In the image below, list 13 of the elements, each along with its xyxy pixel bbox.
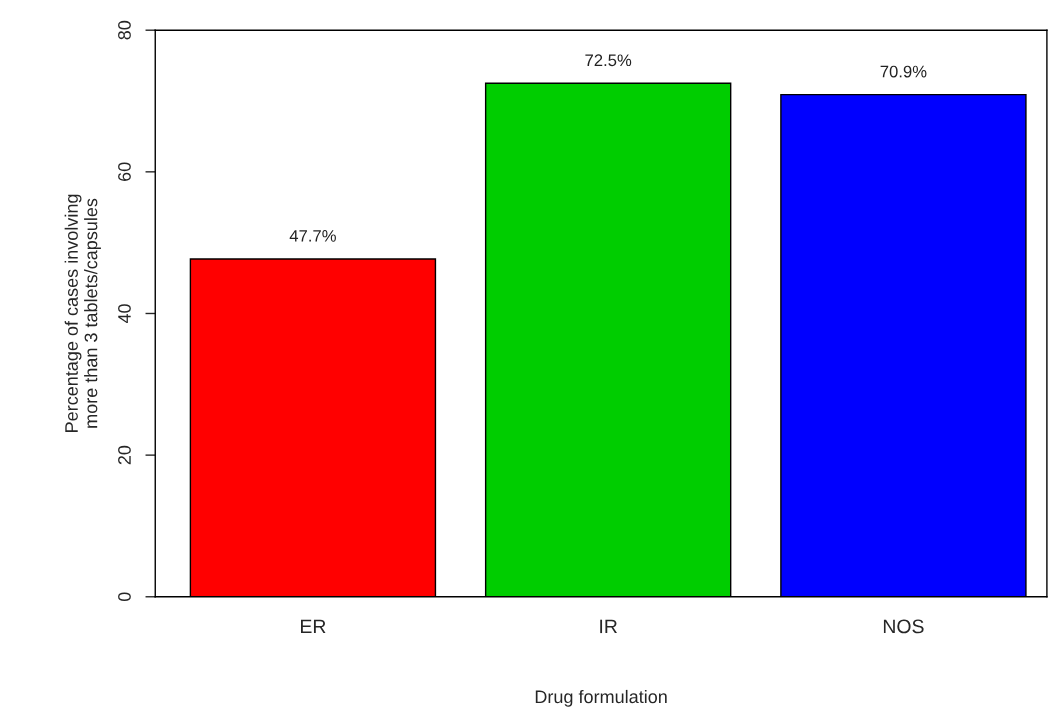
data-label: 70.9% xyxy=(880,65,927,78)
x-tick-label: IR xyxy=(600,619,617,634)
y-tick-label: 80 xyxy=(118,20,131,40)
x-tick-label: NOS xyxy=(883,619,924,634)
y-tick-label: 0 xyxy=(118,592,131,602)
x-tick-label: ER xyxy=(301,619,326,634)
x-axis-title: Drug formulation xyxy=(535,689,667,707)
y-tick-label: 40 xyxy=(118,304,131,324)
data-label: 47.7% xyxy=(289,230,336,242)
data-label: 72.5% xyxy=(585,54,632,67)
y-axis-title: Percentage of cases involving more than 3 tablets/capsules xyxy=(64,194,101,432)
y-tick-label: 60 xyxy=(118,162,131,181)
y-tick-label: 20 xyxy=(118,445,131,465)
